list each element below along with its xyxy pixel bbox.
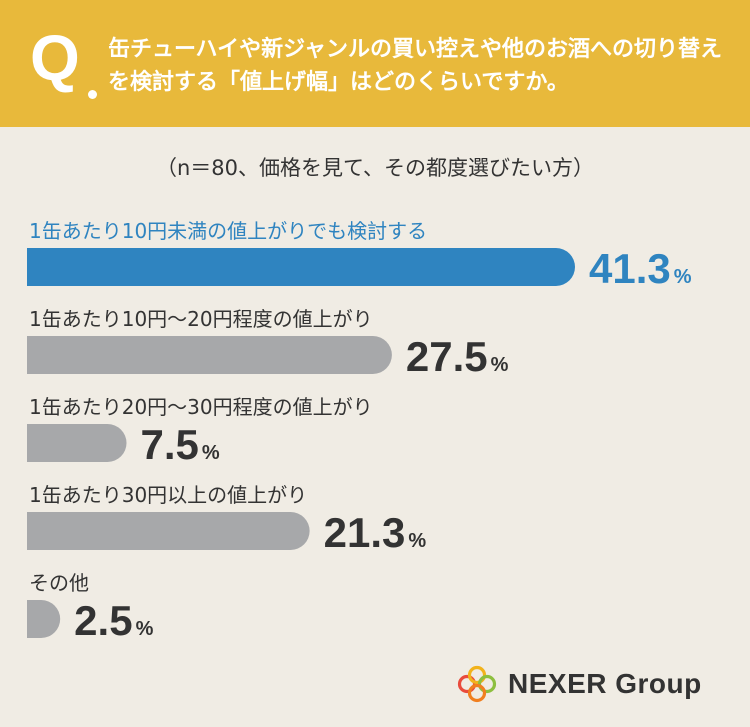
- bar: [27, 512, 310, 550]
- value-label: 41.3%: [589, 245, 692, 292]
- category-label: 1缶あたり30円以上の値上がり: [29, 483, 307, 507]
- category-label: 1缶あたり20円～30円程度の値上がり: [29, 395, 373, 419]
- category-label: 1缶あたり10円未満の値上がりでも検討する: [29, 219, 427, 243]
- category-label: 1缶あたり10円～20円程度の値上がり: [29, 307, 373, 331]
- bar: [27, 424, 127, 462]
- value-label: 27.5%: [406, 333, 509, 380]
- question-text: 缶チューハイや新ジャンルの買い控えや他のお酒への切り替えを検討する「値上げ幅」は…: [108, 37, 723, 95]
- question-q-mark: Q: [30, 22, 80, 94]
- bar: [27, 600, 61, 638]
- nexer-logo: NEXER Group: [454, 664, 702, 704]
- value-label: 21.3%: [324, 509, 427, 556]
- chart-subtitle: （n＝80、価格を見て、その都度選びたい方）: [156, 156, 594, 180]
- question-q-dot: [88, 90, 97, 99]
- bar: [27, 248, 575, 286]
- value-label: 2.5%: [74, 597, 153, 644]
- four-rings-logo-icon: [457, 665, 497, 703]
- value-label: 7.5%: [141, 421, 220, 468]
- bar: [27, 336, 392, 374]
- logo-text: NEXER Group: [508, 668, 702, 699]
- question-header: Q 缶チューハイや新ジャンルの買い控えや他のお酒への切り替えを検討する「値上げ幅…: [0, 0, 750, 127]
- category-label: その他: [29, 571, 89, 595]
